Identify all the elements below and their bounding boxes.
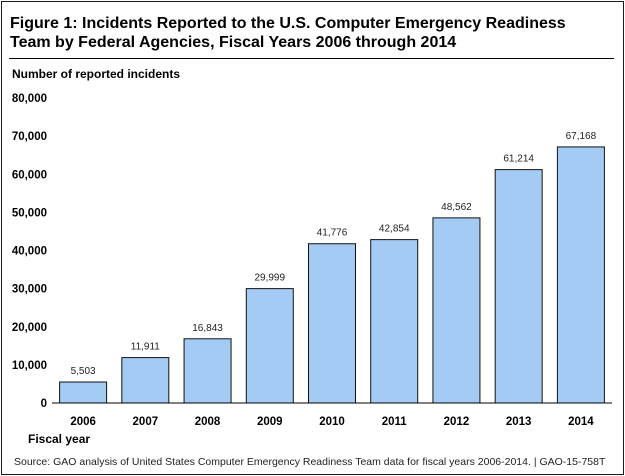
data-label-2008: 16,843 [192,323,223,334]
data-label-2007: 11,911 [131,342,161,353]
y-axis-ticks: 0 10,000 20,000 30,000 40,000 50,000 60,000 70,… [12,93,47,410]
data-label-2012: 48,562 [441,202,472,213]
bar-2006 [59,381,108,404]
y-tick-label: 0 [41,398,47,410]
x-tick-label-2008: 2008 [195,416,221,428]
y-tick-label: 20,000 [12,322,47,334]
x-tick-label-2012: 2012 [444,416,470,428]
x-tick-label-2007: 2007 [133,416,159,428]
bar-series [59,146,605,404]
data-label-2013: 61,214 [503,154,534,165]
data-label-2010: 41,776 [317,228,348,239]
x-tick-label-2006: 2006 [70,416,96,428]
x-axis-label: Fiscal year [28,432,91,446]
bar-2014 [556,146,605,404]
y-axis-label: Number of reported incidents [12,67,181,81]
bar-2012 [432,217,481,404]
y-tick-label: 60,000 [12,169,47,181]
data-label-2011: 42,854 [379,224,410,235]
bar-2007 [121,357,170,404]
bar-2008 [183,338,232,404]
figure-title: Figure 1: Incidents Reported to the U.S.… [10,15,566,51]
data-label-2014: 67,168 [566,131,597,142]
bar-2010 [308,243,356,404]
x-tick-label-2013: 2013 [506,416,532,428]
x-tick-label-2011: 2011 [382,416,408,428]
data-labels: 5,503 11,911 16,843 29,999 41,776 42,854 48,56… [71,131,597,377]
data-label-2009: 29,999 [254,273,285,284]
x-axis-ticks: 2006 2007 2008 2009 2010 2011 2012 2013 2014 [70,416,594,428]
y-tick-label: 30,000 [12,284,47,296]
data-label-2006: 5,503 [71,366,96,377]
title-divider [9,58,614,59]
x-tick-label-2009: 2009 [257,416,283,428]
y-tick-label: 50,000 [12,207,47,219]
y-tick-label: 40,000 [12,246,47,258]
y-tick-label: 10,000 [12,360,47,372]
bar-2011 [370,239,419,404]
y-tick-label: 70,000 [12,131,47,143]
x-tick-label-2014: 2014 [568,416,594,428]
bar-2009 [245,288,294,404]
x-tick-label-2010: 2010 [319,416,345,428]
source-note: Source: GAO analysis of United States Co… [14,456,606,468]
y-tick-label: 80,000 [12,93,47,105]
bar-2013 [494,169,543,404]
